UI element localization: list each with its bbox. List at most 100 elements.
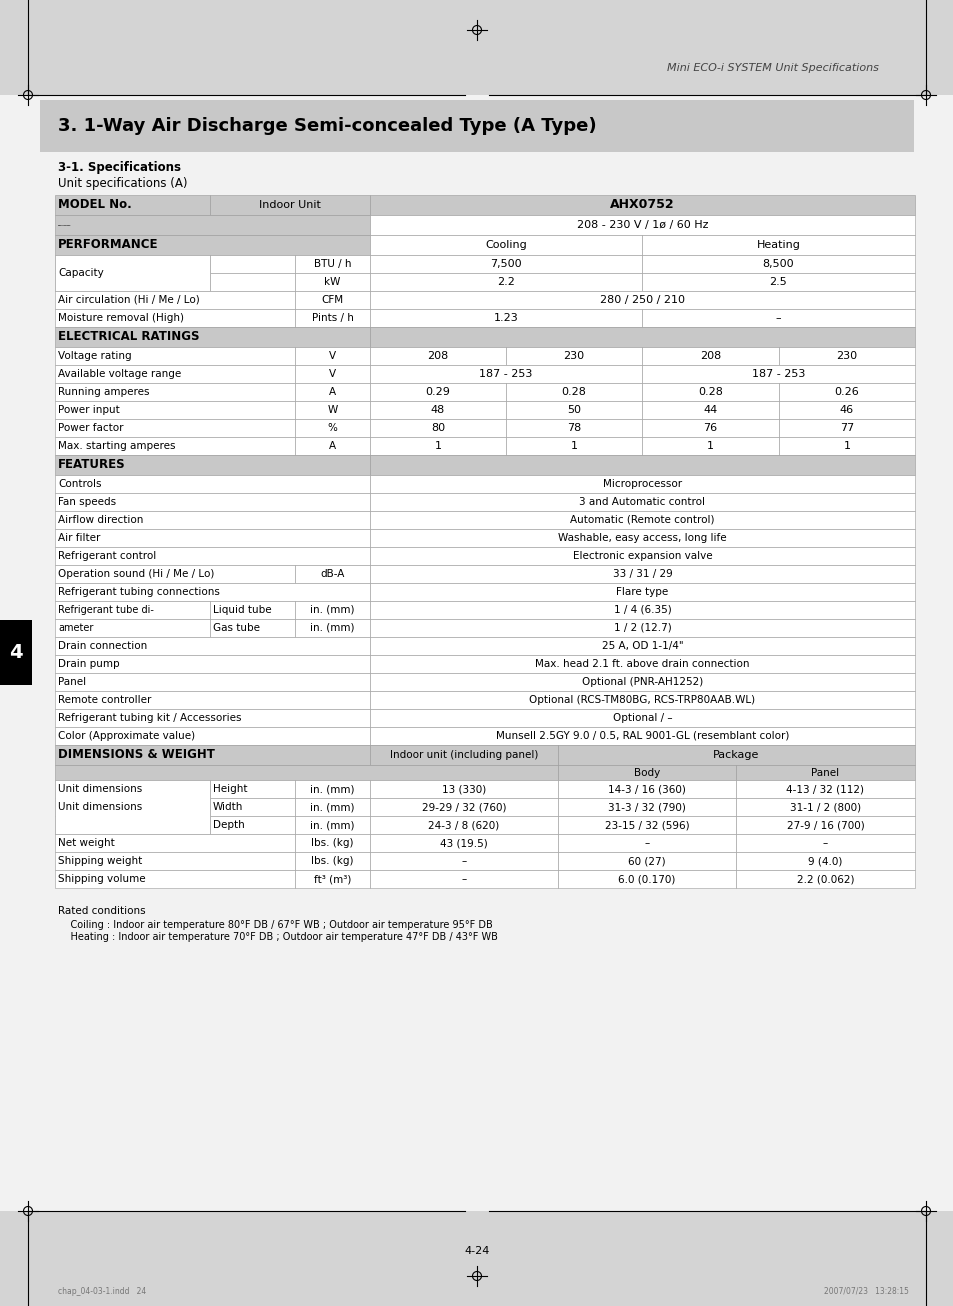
Text: 3. 1-Way Air Discharge Semi-concealed Type (A Type): 3. 1-Way Air Discharge Semi-concealed Ty… bbox=[58, 118, 596, 135]
Text: Washable, easy access, long life: Washable, easy access, long life bbox=[558, 533, 726, 543]
Text: 1: 1 bbox=[434, 441, 441, 451]
Text: Operation sound (Hi / Me / Lo): Operation sound (Hi / Me / Lo) bbox=[58, 569, 214, 579]
Bar bbox=[55, 852, 294, 870]
Text: Package: Package bbox=[713, 750, 759, 760]
Text: Optional (RCS-TM80BG, RCS-TRP80AAB.WL): Optional (RCS-TM80BG, RCS-TRP80AAB.WL) bbox=[529, 695, 755, 705]
Bar bbox=[55, 656, 370, 673]
Text: Remote controller: Remote controller bbox=[58, 695, 152, 705]
Bar bbox=[294, 273, 370, 291]
Text: 208: 208 bbox=[700, 351, 720, 360]
Bar bbox=[370, 235, 641, 255]
Text: Unit dimensions: Unit dimensions bbox=[58, 802, 142, 812]
Bar bbox=[505, 419, 641, 438]
Bar bbox=[370, 364, 641, 383]
Text: 2007/07/23   13:28:15: 2007/07/23 13:28:15 bbox=[823, 1286, 908, 1296]
Bar bbox=[370, 656, 914, 673]
Bar bbox=[55, 438, 294, 454]
Text: lbs. (kg): lbs. (kg) bbox=[311, 855, 354, 866]
Text: 8,500: 8,500 bbox=[761, 259, 794, 269]
Bar bbox=[55, 835, 294, 852]
Bar bbox=[55, 364, 294, 383]
Text: 9 (4.0): 9 (4.0) bbox=[807, 855, 841, 866]
Bar bbox=[370, 195, 914, 215]
Text: 208: 208 bbox=[427, 351, 448, 360]
Text: ameter: ameter bbox=[58, 623, 93, 633]
Text: AHX0752: AHX0752 bbox=[610, 199, 674, 212]
Text: 76: 76 bbox=[702, 423, 717, 434]
Bar bbox=[558, 835, 735, 852]
Bar bbox=[55, 475, 370, 492]
Bar bbox=[55, 255, 210, 273]
Text: 48: 48 bbox=[431, 405, 445, 415]
Bar bbox=[294, 438, 370, 454]
Text: 208 - 230 V / 1ø / 60 Hz: 208 - 230 V / 1ø / 60 Hz bbox=[577, 219, 707, 230]
Bar bbox=[558, 798, 735, 816]
Bar bbox=[505, 438, 641, 454]
Bar bbox=[210, 780, 294, 798]
Text: in. (mm): in. (mm) bbox=[310, 784, 355, 794]
Text: Optional (PNR-AH1252): Optional (PNR-AH1252) bbox=[581, 677, 702, 687]
Text: Panel: Panel bbox=[58, 677, 86, 687]
Bar bbox=[370, 709, 914, 727]
Bar bbox=[370, 547, 914, 565]
Bar bbox=[55, 255, 210, 291]
Bar bbox=[370, 798, 558, 816]
Bar bbox=[55, 709, 370, 727]
Text: 2.5: 2.5 bbox=[769, 277, 786, 287]
Text: PERFORMANCE: PERFORMANCE bbox=[58, 239, 158, 252]
Bar bbox=[55, 744, 370, 765]
Bar bbox=[735, 765, 914, 780]
Text: in. (mm): in. (mm) bbox=[310, 820, 355, 831]
Bar bbox=[55, 511, 370, 529]
Text: Voltage rating: Voltage rating bbox=[58, 351, 132, 360]
Bar bbox=[370, 401, 505, 419]
Text: 6.0 (0.170): 6.0 (0.170) bbox=[618, 874, 675, 884]
Bar bbox=[370, 438, 505, 454]
Text: A: A bbox=[329, 441, 335, 451]
Bar bbox=[735, 835, 914, 852]
Text: chap_04-03-1.indd   24: chap_04-03-1.indd 24 bbox=[58, 1286, 146, 1296]
Bar bbox=[294, 798, 370, 816]
Text: Liquid tube: Liquid tube bbox=[213, 605, 272, 615]
Text: 2.2: 2.2 bbox=[497, 277, 515, 287]
Text: 1: 1 bbox=[842, 441, 850, 451]
Bar bbox=[55, 383, 294, 401]
Text: Pints / h: Pints / h bbox=[312, 313, 353, 323]
Bar bbox=[55, 780, 210, 835]
Text: 0.29: 0.29 bbox=[425, 387, 450, 397]
Text: 29-29 / 32 (760): 29-29 / 32 (760) bbox=[421, 802, 506, 812]
Bar bbox=[779, 419, 914, 438]
Text: Depth: Depth bbox=[213, 820, 245, 831]
Bar bbox=[505, 347, 641, 364]
Text: 230: 230 bbox=[563, 351, 584, 360]
Text: BTU / h: BTU / h bbox=[314, 259, 351, 269]
Text: 27-9 / 16 (700): 27-9 / 16 (700) bbox=[786, 820, 863, 831]
Text: 1 / 2 (12.7): 1 / 2 (12.7) bbox=[613, 623, 671, 633]
Text: Optional / –: Optional / – bbox=[612, 713, 672, 724]
Text: 14-3 / 16 (360): 14-3 / 16 (360) bbox=[607, 784, 685, 794]
Text: Indoor unit (including panel): Indoor unit (including panel) bbox=[390, 750, 537, 760]
Bar bbox=[370, 780, 558, 798]
Bar bbox=[370, 492, 914, 511]
Text: 4-24: 4-24 bbox=[464, 1246, 489, 1256]
Bar bbox=[641, 273, 914, 291]
Text: 44: 44 bbox=[702, 405, 717, 415]
Text: 187 - 253: 187 - 253 bbox=[478, 370, 532, 379]
Text: 31-1 / 2 (800): 31-1 / 2 (800) bbox=[789, 802, 861, 812]
Text: Cooling: Cooling bbox=[485, 240, 526, 249]
Bar bbox=[370, 347, 505, 364]
Text: 187 - 253: 187 - 253 bbox=[751, 370, 804, 379]
Text: Shipping weight: Shipping weight bbox=[58, 855, 142, 866]
Text: dB-A: dB-A bbox=[320, 569, 344, 579]
Text: Controls: Controls bbox=[58, 479, 101, 488]
Text: Capacity: Capacity bbox=[58, 268, 104, 278]
Text: 7,500: 7,500 bbox=[490, 259, 521, 269]
Text: Rated conditions: Rated conditions bbox=[58, 906, 146, 916]
Text: 3 and Automatic control: 3 and Automatic control bbox=[578, 498, 705, 507]
Bar bbox=[370, 727, 914, 744]
Bar bbox=[294, 364, 370, 383]
Text: Power input: Power input bbox=[58, 405, 120, 415]
Text: Coiling : Indoor air temperature 80°F DB / 67°F WB ; Outdoor air temperature 95°: Coiling : Indoor air temperature 80°F DB… bbox=[58, 919, 493, 930]
Bar bbox=[558, 816, 735, 835]
Bar bbox=[294, 310, 370, 326]
